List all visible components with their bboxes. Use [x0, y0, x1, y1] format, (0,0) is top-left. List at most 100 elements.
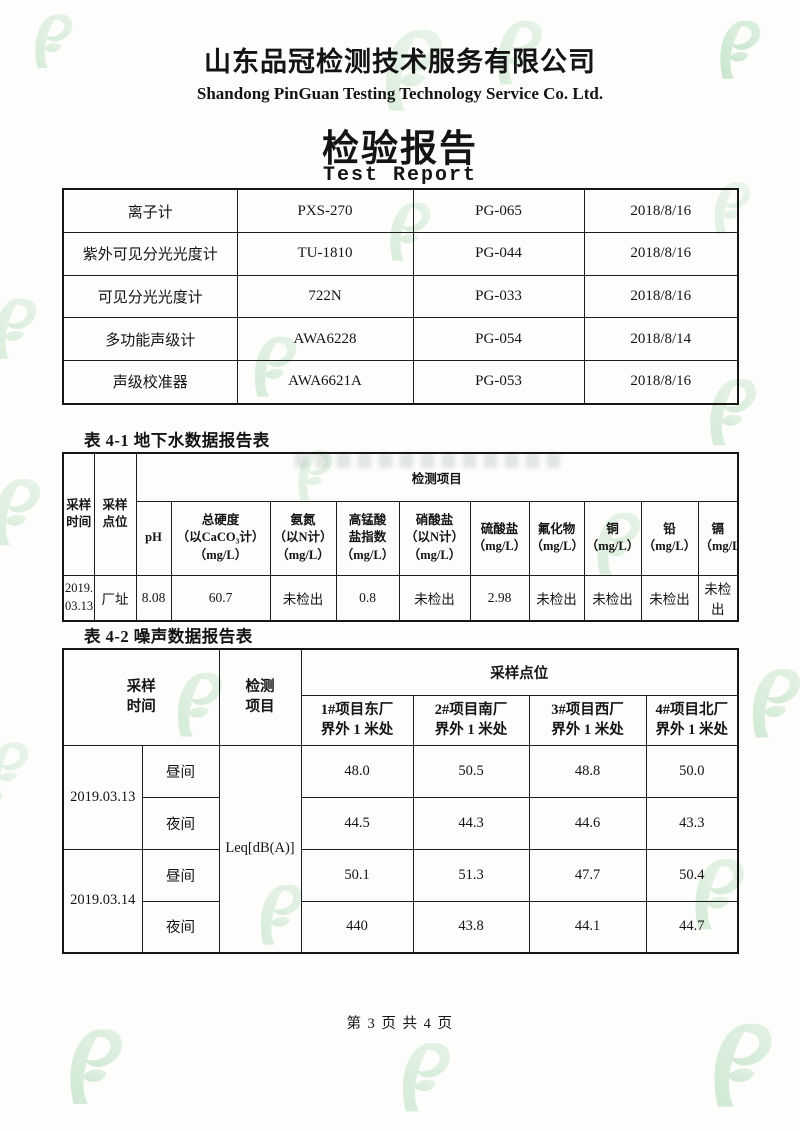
- header-fluoride: 氟化物 （mg/L）: [528, 500, 585, 576]
- pinguan-leaf-logo-watermark: [402, 1042, 451, 1112]
- noise-value: 44.7: [645, 900, 739, 954]
- period-label: 夜间: [141, 796, 220, 850]
- value-permanganate-index: 0.8: [335, 574, 400, 622]
- noise-value: 50.5: [412, 744, 530, 798]
- noise-value: 48.8: [528, 744, 647, 798]
- table-row: 离子计 PXS-270 PG-065 2018/8/16: [62, 188, 739, 234]
- value-cadmium: 未检出: [697, 574, 739, 622]
- table-4-2-title: 表 4-2 噪声数据报告表: [84, 627, 253, 646]
- noise-value: 43.8: [412, 900, 530, 954]
- header-ph: pH: [135, 500, 172, 576]
- table-row: 采样 时间 采样 点位 检测项目: [62, 452, 739, 576]
- value-fluoride: 未检出: [528, 574, 585, 622]
- table-row: 多功能声级计 AWA6228 PG-054 2018/8/14: [62, 317, 739, 361]
- header-sulfate: 硫酸盐 （mg/L）: [469, 500, 530, 576]
- noise-value: 50.0: [645, 744, 739, 798]
- header-point-west: 3#项目西厂 界外 1 米处: [528, 694, 647, 746]
- period-label: 昼间: [141, 848, 220, 902]
- header-lead: 铅 （mg/L）: [640, 500, 699, 576]
- header-permanganate-index: 高锰酸 盐指数 （mg/L）: [335, 500, 400, 576]
- equipment-name: 可见分光光度计: [62, 274, 238, 319]
- period-label: 昼间: [141, 744, 220, 798]
- equipment-model: 722N: [236, 274, 414, 319]
- noise-value: 44.6: [528, 796, 647, 850]
- equipment-name: 离子计: [62, 188, 238, 234]
- sample-point: 厂址: [93, 574, 137, 622]
- header-point-south: 2#项目南厂 界外 1 米处: [412, 694, 530, 746]
- header-point-east: 1#项目东厂 界外 1 米处: [300, 694, 414, 746]
- equipment-date: 2018/8/16: [583, 359, 739, 405]
- groundwater-data-table: 采样 时间 采样 点位 检测项目 pH 总硬度 （以CaCO₃计） （mg/L）…: [62, 452, 740, 622]
- value-lead: 未检出: [640, 574, 699, 622]
- equipment-code: PG-054: [412, 317, 585, 361]
- table-row: 1#项目东厂 界外 1 米处 2#项目南厂 界外 1 米处 3#项目西厂 界外 …: [63, 694, 739, 746]
- header-sample-time: 采样 时间: [62, 452, 95, 576]
- header-sample-time: 采样 时间: [62, 648, 220, 746]
- pinguan-leaf-logo-watermark: [752, 668, 800, 738]
- header-nitrate: 硝酸盐 （以N计） （mg/L）: [398, 500, 471, 576]
- table-row: 采样 时间 检测 项目 采样点位: [62, 648, 739, 746]
- equipment-code: PG-033: [412, 274, 585, 319]
- equipment-model: AWA6228: [236, 317, 414, 361]
- noise-value: 44.1: [528, 900, 647, 954]
- equipment-model: AWA6621A: [236, 359, 414, 405]
- header-sample-point: 采样 点位: [93, 452, 137, 576]
- value-ammonia-nitrogen: 未检出: [269, 574, 337, 622]
- value-sulfate: 2.98: [469, 574, 530, 622]
- pinguan-leaf-logo-watermark: [0, 479, 41, 546]
- equipment-date: 2018/8/14: [583, 317, 739, 361]
- equipment-date: 2018/8/16: [583, 232, 739, 276]
- company-name-en: Shandong PinGuan Testing Technology Serv…: [196, 84, 604, 103]
- noise-value: 51.3: [412, 848, 530, 902]
- table-row: 紫外可见分光光度计 TU-1810 PG-044 2018/8/16: [62, 232, 739, 276]
- header-point-north: 4#项目北厂 界外 1 米处: [645, 694, 739, 746]
- table-row: 2019.03.13 昼间 Leq[dB(A)] 48.0 50.5 48.8 …: [62, 744, 739, 954]
- table-4-1-title: 表 4-1 地下水数据报告表: [84, 431, 270, 450]
- table-row: 夜间 440 43.8 44.1 44.7: [63, 900, 739, 954]
- header-total-hardness: 总硬度 （以CaCO₃计） （mg/L）: [170, 500, 271, 576]
- table-row: pH 总硬度 （以CaCO₃计） （mg/L） 氨氮 （以N计） （mg/L） …: [63, 500, 739, 576]
- table-row: 夜间 44.5 44.3 44.6 43.3: [63, 796, 739, 850]
- header-test-items: 检测项目: [135, 452, 739, 502]
- value-total-hardness: 60.7: [170, 574, 271, 622]
- page-number-indicator: 第 3 页 共 4 页: [346, 1016, 454, 1032]
- sample-date: 2019.03.13: [62, 744, 143, 850]
- equipment-date: 2018/8/16: [583, 274, 739, 319]
- report-title-en: Test Report: [322, 164, 478, 187]
- noise-value: 47.7: [528, 848, 647, 902]
- equipment-name: 多功能声级计: [62, 317, 238, 361]
- equipment-name: 紫外可见分光光度计: [62, 232, 238, 276]
- table-row: 声级校准器 AWA6621A PG-053 2018/8/16: [62, 359, 739, 405]
- value-copper: 未检出: [583, 574, 642, 622]
- header-copper: 铜 （mg/L）: [583, 500, 642, 576]
- pinguan-leaf-logo-watermark: [0, 742, 29, 798]
- sample-date: 2019.03.14: [62, 848, 143, 954]
- pinguan-leaf-logo-watermark: [0, 298, 37, 359]
- noise-data-table: 采样 时间 检测 项目 采样点位 1#项目东厂 界外 1 米处 2#项目南厂 界…: [62, 648, 739, 954]
- equipment-table: 离子计 PXS-270 PG-065 2018/8/16 紫外可见分光光度计 T…: [62, 188, 739, 405]
- header-sample-points: 采样点位: [300, 648, 739, 696]
- noise-value: 50.1: [300, 848, 414, 902]
- noise-value: 50.4: [645, 848, 739, 902]
- equipment-code: PG-044: [412, 232, 585, 276]
- noise-value: 44.5: [300, 796, 414, 850]
- noise-value: 44.3: [412, 796, 530, 850]
- test-item-value: Leq[dB(A)]: [218, 744, 302, 954]
- equipment-model: TU-1810: [236, 232, 414, 276]
- equipment-model: PXS-270: [236, 188, 414, 234]
- period-label: 夜间: [141, 900, 220, 954]
- header-cadmium: 镉 （mg/L）: [697, 500, 739, 576]
- equipment-date: 2018/8/16: [583, 188, 739, 234]
- value-ph: 8.08: [135, 574, 172, 622]
- noise-value: 440: [300, 900, 414, 954]
- table-row: 可见分光光度计 722N PG-033 2018/8/16: [62, 274, 739, 319]
- equipment-code: PG-065: [412, 188, 585, 234]
- equipment-name: 声级校准器: [62, 359, 238, 405]
- value-nitrate: 未检出: [398, 574, 471, 622]
- header-test-item: 检测 项目: [218, 648, 302, 746]
- pinguan-leaf-logo-watermark: [70, 1029, 122, 1104]
- equipment-code: PG-053: [412, 359, 585, 405]
- noise-value: 48.0: [300, 744, 414, 798]
- pinguan-leaf-logo-watermark: [714, 1023, 772, 1107]
